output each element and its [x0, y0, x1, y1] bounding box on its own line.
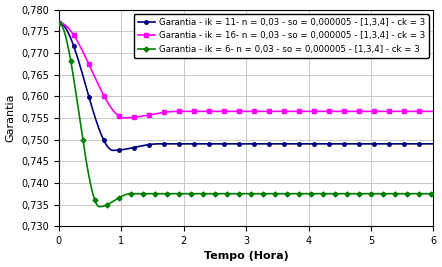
Garantia - ik = 6- n = 0,03 - so = 0,000005 - [1,3,4] - ck = 3 [431, 192, 436, 195]
Garantia - ik = 16- n = 0,03 - so = 0,000005 - [1,3,4] - ck = 3 [364, 110, 369, 113]
Garantia - ik = 6- n = 0,03 - so = 0,000005 - [1,3,4] - ck = 3 [259, 192, 265, 195]
Line: Garantia - ik = 16- n = 0,03 - so = 0,000005 - [1,3,4] - ck = 3: Garantia - ik = 16- n = 0,03 - so = 0,00… [57, 21, 435, 120]
Garantia - ik = 16- n = 0,03 - so = 0,000005 - [1,3,4] - ck = 3 [431, 110, 436, 113]
Garantia - ik = 6- n = 0,03 - so = 0,000005 - [1,3,4] - ck = 3 [56, 21, 61, 24]
Garantia - ik = 11- n = 0,03 - so = 0,000005 - [1,3,4] - ck = 3 [431, 142, 436, 146]
Garantia - ik = 16- n = 0,03 - so = 0,000005 - [1,3,4] - ck = 3 [280, 110, 285, 113]
X-axis label: Tempo (Hora): Tempo (Hora) [204, 252, 289, 261]
Line: Garantia - ik = 11- n = 0,03 - so = 0,000005 - [1,3,4] - ck = 3: Garantia - ik = 11- n = 0,03 - so = 0,00… [57, 21, 435, 152]
Garantia - ik = 11- n = 0,03 - so = 0,000005 - [1,3,4] - ck = 3 [235, 142, 240, 146]
Garantia - ik = 6- n = 0,03 - so = 0,000005 - [1,3,4] - ck = 3 [237, 192, 242, 195]
Garantia - ik = 6- n = 0,03 - so = 0,000005 - [1,3,4] - ck = 3 [97, 205, 102, 208]
Legend: Garantia - ik = 11- n = 0,03 - so = 0,000005 - [1,3,4] - ck = 3, Garantia - ik =: Garantia - ik = 11- n = 0,03 - so = 0,00… [133, 14, 429, 58]
Garantia - ik = 16- n = 0,03 - so = 0,000005 - [1,3,4] - ck = 3 [423, 110, 428, 113]
Garantia - ik = 16- n = 0,03 - so = 0,000005 - [1,3,4] - ck = 3 [56, 21, 61, 24]
Garantia - ik = 6- n = 0,03 - so = 0,000005 - [1,3,4] - ck = 3 [235, 192, 240, 195]
Garantia - ik = 11- n = 0,03 - so = 0,000005 - [1,3,4] - ck = 3 [280, 142, 285, 146]
Garantia - ik = 11- n = 0,03 - so = 0,000005 - [1,3,4] - ck = 3 [423, 142, 428, 146]
Garantia - ik = 16- n = 0,03 - so = 0,000005 - [1,3,4] - ck = 3 [235, 110, 240, 113]
Garantia - ik = 6- n = 0,03 - so = 0,000005 - [1,3,4] - ck = 3 [280, 192, 285, 195]
Garantia - ik = 6- n = 0,03 - so = 0,000005 - [1,3,4] - ck = 3 [364, 192, 369, 195]
Garantia - ik = 11- n = 0,03 - so = 0,000005 - [1,3,4] - ck = 3 [56, 21, 61, 24]
Garantia - ik = 11- n = 0,03 - so = 0,000005 - [1,3,4] - ck = 3 [364, 142, 369, 146]
Garantia - ik = 6- n = 0,03 - so = 0,000005 - [1,3,4] - ck = 3 [423, 192, 428, 195]
Garantia - ik = 11- n = 0,03 - so = 0,000005 - [1,3,4] - ck = 3 [237, 142, 242, 146]
Garantia - ik = 11- n = 0,03 - so = 0,000005 - [1,3,4] - ck = 3 [259, 142, 265, 146]
Garantia - ik = 16- n = 0,03 - so = 0,000005 - [1,3,4] - ck = 3 [122, 116, 128, 119]
Y-axis label: Garantia: Garantia [6, 94, 15, 142]
Line: Garantia - ik = 6- n = 0,03 - so = 0,000005 - [1,3,4] - ck = 3: Garantia - ik = 6- n = 0,03 - so = 0,000… [57, 21, 435, 209]
Garantia - ik = 16- n = 0,03 - so = 0,000005 - [1,3,4] - ck = 3 [237, 110, 242, 113]
Garantia - ik = 11- n = 0,03 - so = 0,000005 - [1,3,4] - ck = 3 [111, 149, 116, 152]
Garantia - ik = 16- n = 0,03 - so = 0,000005 - [1,3,4] - ck = 3 [259, 110, 265, 113]
